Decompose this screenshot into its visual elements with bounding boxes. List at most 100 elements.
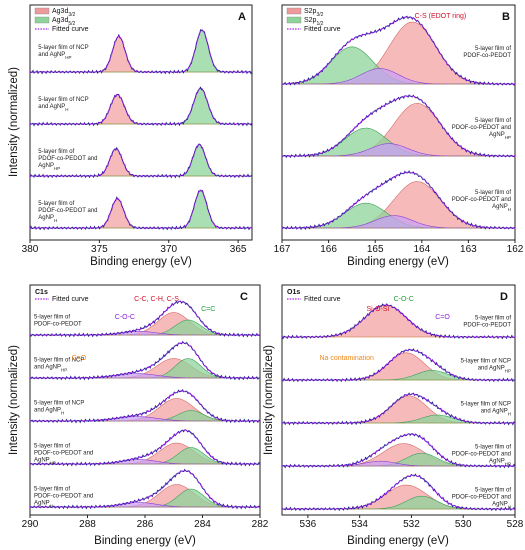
legend-label: Fitted curve [52, 296, 89, 303]
annotation-label: C-O-C [115, 314, 135, 321]
fitted-curve [30, 29, 252, 73]
series-label: 5-layer film of [475, 190, 511, 196]
series-label: AgNPH [492, 204, 511, 212]
fitted-curve [282, 433, 515, 467]
x-tick-label: 163 [460, 244, 477, 255]
fitted-curve [282, 474, 515, 510]
series-label: PDOF-co-PEDOT and [38, 208, 97, 214]
x-tick-label: 282 [252, 519, 269, 530]
panel-d-letter: D [500, 291, 508, 303]
legend-label: S2p1/2 [304, 17, 324, 27]
legend: Fitted curve [287, 296, 341, 303]
series-label: 5-layer film of NCP [34, 358, 84, 364]
legend-swatch [286, 7, 302, 15]
series-label: AgNPHP [34, 458, 56, 466]
series-label: PDOF-co-PEDOT and [452, 197, 511, 203]
panel-a-ylabel: Intensity (normalized) [8, 67, 20, 177]
fitted-curve [30, 342, 260, 379]
fitted-curve [30, 87, 252, 125]
series-label: AgNPHP [489, 458, 511, 466]
legend-swatch [34, 7, 50, 15]
series-label: and AgNPH [481, 408, 511, 416]
fitted-curve [30, 429, 260, 465]
legend-swatch [34, 16, 50, 24]
x-tick-label: 532 [403, 519, 420, 530]
series-label: 5-layer film of [475, 315, 511, 321]
fitted-curve [282, 95, 515, 157]
panel-d-ylabel: Intensity (normalized) [263, 345, 275, 455]
panel-a-letter: A [238, 11, 246, 23]
series-label: AgNPH [38, 215, 57, 223]
series-label: 5-layer film of [475, 487, 511, 493]
fitted-curve [282, 171, 515, 229]
fitted-curve [30, 470, 260, 508]
x-tick-label: 528 [507, 519, 524, 530]
series-label: PDOF-co-PEDOT and [452, 125, 511, 131]
panel-d: D O1s Binding energy (eV) Intensity (nor… [263, 284, 524, 547]
series-label: 5-layer film of [475, 118, 511, 124]
x-tick-label: 162 [507, 244, 524, 255]
x-tick-label: 290 [22, 519, 39, 530]
legend-label: Ag3d3/2 [52, 8, 76, 18]
x-tick-label: 380 [22, 244, 39, 255]
x-tick-label: 166 [320, 244, 337, 255]
x-tick-label: 288 [79, 519, 96, 530]
series-label: PDOF-co-PEDOT and [452, 494, 511, 500]
annotation-label: C=O [72, 355, 87, 362]
fitted-curve [30, 301, 260, 336]
legend-label: S2p3/2 [304, 8, 324, 18]
measured-curve [281, 392, 516, 426]
series-label: and AgNPHP [478, 365, 511, 373]
fitted-curve [30, 189, 252, 229]
series-label: PDOF-co-PEDOT and [452, 451, 511, 457]
measured-curve [29, 189, 253, 231]
legend-label: Fitted curve [304, 296, 341, 303]
series-label: and AgNPHP [34, 365, 67, 373]
legend-label: Ag3d5/2 [52, 17, 76, 27]
x-tick-label: 284 [194, 519, 211, 530]
fitted-curve [282, 393, 515, 424]
series-label: 5-layer film of NCP [461, 401, 511, 407]
series-label: 5-layer film of [38, 201, 74, 207]
series-label: and AgNPH [38, 104, 68, 112]
series-label: and AgNPHP [38, 52, 71, 60]
x-tick-label: 530 [455, 519, 472, 530]
fitted-curve [282, 304, 515, 338]
series-label: 5-layer film of NCP [34, 401, 84, 407]
legend-swatch [286, 16, 302, 24]
series-label: PDOF-co-PEDOT and [38, 156, 97, 162]
series-label: PDOF-co-PEDOT [34, 322, 82, 328]
annotation-label: C-C, C-H, C-S [134, 296, 179, 303]
x-tick-label: 165 [367, 244, 384, 255]
panel-b-letter: B [502, 11, 510, 23]
x-tick-label: 370 [160, 244, 177, 255]
panel-a: A Binding energy (eV) Intensity (normali… [8, 4, 253, 268]
series-label: 5-layer film of [475, 46, 511, 52]
annotation-label: C=C [201, 306, 215, 313]
annotation-label: C-O-C [394, 296, 414, 303]
x-tick-label: 286 [137, 519, 154, 530]
panel-a-xlabel: Binding energy (eV) [90, 256, 192, 268]
panel-c-ylabel: Intensity (normalized) [8, 345, 20, 455]
series-label: 5-layer film of [475, 444, 511, 450]
legend-label: Fitted curve [52, 26, 89, 33]
fitted-curve [30, 390, 260, 422]
series-label: 5-layer film of [34, 487, 70, 493]
